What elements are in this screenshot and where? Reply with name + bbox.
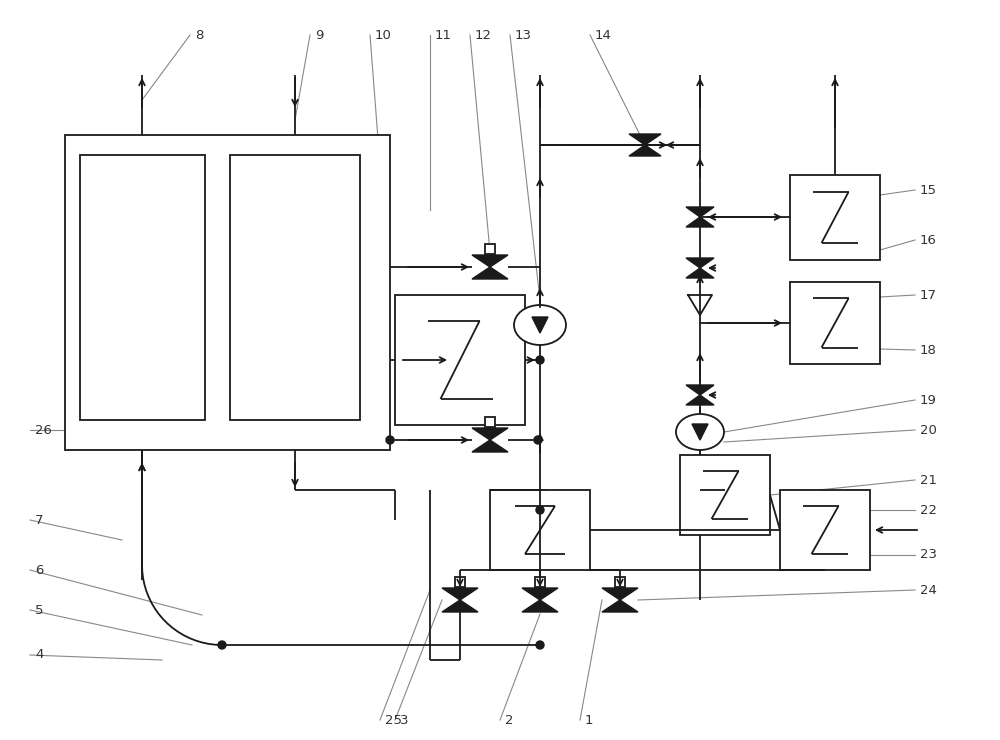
Text: 18: 18 (920, 343, 937, 357)
Text: 13: 13 (515, 29, 532, 41)
Polygon shape (522, 588, 558, 612)
Text: 5: 5 (35, 604, 44, 616)
Text: 2: 2 (505, 713, 514, 727)
Bar (780, 490, 870, 570)
Polygon shape (629, 134, 661, 156)
Polygon shape (686, 385, 714, 405)
Polygon shape (686, 258, 714, 278)
Text: 12: 12 (475, 29, 492, 41)
Polygon shape (442, 588, 478, 612)
Circle shape (534, 436, 542, 444)
Circle shape (536, 356, 544, 364)
Bar (485, 417, 495, 427)
Circle shape (536, 641, 544, 649)
Bar (395, 295, 525, 425)
Circle shape (536, 506, 544, 514)
Text: 1: 1 (585, 713, 594, 727)
Ellipse shape (514, 305, 566, 345)
Bar (230, 155, 360, 420)
Polygon shape (686, 207, 714, 227)
Polygon shape (692, 424, 708, 440)
Text: 25: 25 (385, 713, 402, 727)
Circle shape (386, 436, 394, 444)
Text: 6: 6 (35, 563, 43, 576)
Text: 15: 15 (920, 184, 937, 197)
Bar (790, 282, 880, 364)
Bar (65, 135, 390, 450)
Text: 14: 14 (595, 29, 612, 41)
Text: 3: 3 (400, 713, 409, 727)
Text: 8: 8 (195, 29, 203, 41)
Bar (535, 577, 545, 587)
Bar (680, 455, 770, 535)
Text: 4: 4 (35, 648, 43, 662)
Polygon shape (472, 255, 508, 279)
Circle shape (218, 641, 226, 649)
Text: 9: 9 (315, 29, 323, 41)
Text: 19: 19 (920, 394, 937, 406)
Text: 24: 24 (920, 584, 937, 596)
Bar (455, 577, 465, 587)
Text: 21: 21 (920, 474, 937, 486)
Text: 11: 11 (435, 29, 452, 41)
Text: 10: 10 (375, 29, 392, 41)
Bar (80, 155, 205, 420)
Ellipse shape (676, 414, 724, 450)
Polygon shape (602, 588, 638, 612)
Polygon shape (532, 317, 548, 333)
Text: 26: 26 (35, 423, 52, 437)
Text: 7: 7 (35, 514, 44, 526)
Bar (615, 577, 625, 587)
Bar (485, 244, 495, 254)
Text: 22: 22 (920, 503, 937, 517)
Polygon shape (472, 428, 508, 452)
Text: 23: 23 (920, 548, 937, 562)
Bar (490, 490, 590, 570)
Text: 16: 16 (920, 234, 937, 246)
Text: 17: 17 (920, 289, 937, 301)
Text: 20: 20 (920, 423, 937, 437)
Bar (790, 175, 880, 260)
